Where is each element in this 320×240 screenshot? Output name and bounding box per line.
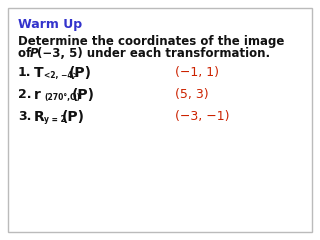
Text: (5, 3): (5, 3) bbox=[175, 88, 209, 101]
Text: 3.: 3. bbox=[18, 110, 31, 123]
Text: T: T bbox=[34, 66, 44, 80]
FancyBboxPatch shape bbox=[8, 8, 312, 232]
Text: Warm Up: Warm Up bbox=[18, 18, 82, 31]
Text: 1.: 1. bbox=[18, 66, 31, 79]
Text: R: R bbox=[34, 110, 45, 124]
Text: y = 2: y = 2 bbox=[44, 115, 66, 124]
Text: (P): (P) bbox=[61, 110, 84, 124]
Text: P: P bbox=[30, 47, 39, 60]
Text: (−1, 1): (−1, 1) bbox=[175, 66, 219, 79]
Text: (P): (P) bbox=[68, 66, 92, 80]
Text: r: r bbox=[34, 88, 41, 102]
Text: 2.: 2. bbox=[18, 88, 31, 101]
Text: (P): (P) bbox=[72, 88, 95, 102]
Text: (−3, −1): (−3, −1) bbox=[175, 110, 229, 123]
Text: of: of bbox=[18, 47, 36, 60]
Text: Determine the coordinates of the image: Determine the coordinates of the image bbox=[18, 35, 284, 48]
Text: (270°,O): (270°,O) bbox=[44, 93, 80, 102]
Text: (−3, 5) under each transformation.: (−3, 5) under each transformation. bbox=[37, 47, 270, 60]
Text: <2, −4>: <2, −4> bbox=[44, 71, 79, 80]
